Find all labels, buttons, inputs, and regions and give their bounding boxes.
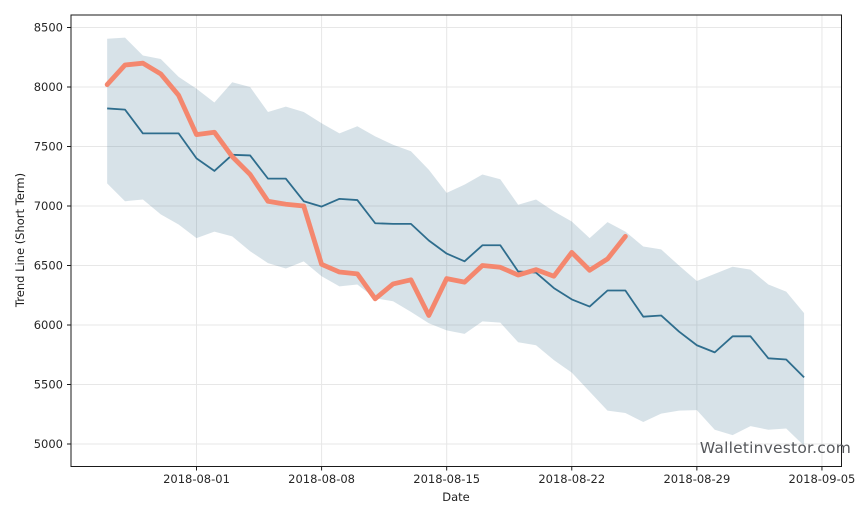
tick-labels: 5000 5500 6000 6500 7000 7500 8000 8500 2018-08-…	[34, 21, 856, 487]
y-tick-label: 5000	[34, 437, 63, 451]
x-tick-label: 2018-08-22	[538, 472, 605, 486]
x-tick-label: 2018-09-05	[789, 472, 856, 486]
tick-marks	[67, 27, 823, 471]
forecast-line	[107, 107, 805, 378]
y-tick-label: 5500	[34, 378, 63, 392]
y-tick-label: 6500	[34, 259, 63, 273]
y-axis-title: Trend Line (Short Term)	[13, 172, 27, 308]
confidence-band	[107, 37, 805, 446]
y-tick-label: 7000	[34, 199, 63, 213]
x-tick-label: 2018-08-08	[288, 472, 355, 486]
x-tick-label: 2018-08-29	[663, 472, 730, 486]
y-tick-label: 8500	[34, 21, 63, 35]
plot-border	[70, 14, 842, 467]
x-tick-label: 2018-08-15	[413, 472, 480, 486]
x-tick-label: 2018-08-01	[163, 472, 230, 486]
x-axis-title: Date	[442, 490, 470, 504]
y-tick-label: 7500	[34, 140, 63, 154]
actual-price-line	[104, 60, 628, 318]
y-tick-label: 8000	[34, 80, 63, 94]
y-tick-label: 6000	[34, 318, 63, 332]
watermark: Walletinvestor.com	[699, 439, 851, 457]
grid-lines	[71, 15, 842, 467]
